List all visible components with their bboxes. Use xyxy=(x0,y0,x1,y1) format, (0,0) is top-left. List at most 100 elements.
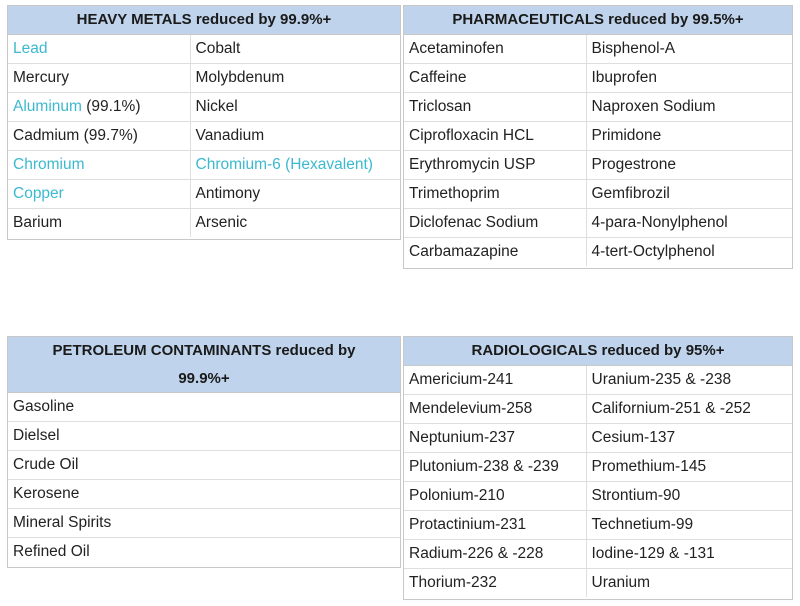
pharmaceutical-cell: Carbamazapine xyxy=(409,243,519,260)
table-row: Acetaminofen Bisphenol-A xyxy=(404,35,792,64)
metal-name: Cadmium (99.7%) xyxy=(13,127,138,144)
metal-reduction-note: (99.1%) xyxy=(81,98,141,115)
pharmaceutical-cell: Primidone xyxy=(585,121,792,151)
table-row: Radium-226 & -228 Iodine-129 & -131 xyxy=(404,539,792,569)
radiological-cell: Protactinium-231 xyxy=(404,510,586,540)
pharmaceutical-cell: Bisphenol-A xyxy=(585,35,792,64)
metal-name: Chromium xyxy=(13,156,85,173)
petroleum-table: Gasoline Dielsel Crude Oil Kerosene Mineral … xyxy=(8,393,400,566)
petroleum-title-line2: 99.9%+ xyxy=(178,370,230,387)
pharmaceuticals-panel: PHARMACEUTICALS reduced by 99.5%+ Acetam… xyxy=(403,5,793,269)
pharmaceutical-cell: Diclofenac Sodium xyxy=(404,208,586,238)
radiologicals-title: RADIOLOGICALS reduced by 95%+ xyxy=(404,337,792,366)
pharmaceutical-cell: Erythromycin USP xyxy=(404,150,586,180)
pharmaceutical-cell: Ibuprofen xyxy=(585,63,792,93)
table-row: Crude Oil xyxy=(8,450,400,480)
pharmaceutical-cell: Caffeine xyxy=(404,63,586,93)
table-row: Gasoline xyxy=(8,393,400,422)
metal-cell: Arsenic xyxy=(189,208,400,237)
table-row: Neptunium-237 Cesium-137 xyxy=(404,423,792,453)
petroleum-cell: Dielsel xyxy=(8,421,400,451)
radiological-cell: Polonium-210 xyxy=(404,481,586,511)
metal-cell: Copper xyxy=(8,179,190,209)
radiologicals-panel: RADIOLOGICALS reduced by 95%+ Americium-… xyxy=(403,336,793,600)
petroleum-cell: Refined Oil xyxy=(13,543,90,560)
metal-cell: Mercury xyxy=(8,63,190,93)
metal-name: Arsenic xyxy=(195,214,248,231)
table-row: Diclofenac Sodium 4-para-Nonylphenol xyxy=(404,208,792,238)
table-row: Aluminum (99.1%) Nickel xyxy=(8,92,400,122)
radiological-cell: Uranium-235 & -238 xyxy=(585,366,792,395)
table-row: Plutonium-238 & -239 Promethium-145 xyxy=(404,452,792,482)
table-row: Thorium-232 Uranium xyxy=(404,568,792,597)
metal-name: Copper xyxy=(13,185,64,202)
metal-cell: Cobalt xyxy=(189,35,400,64)
table-row: Lead Cobalt xyxy=(8,35,400,64)
radiological-cell: Plutonium-238 & -239 xyxy=(404,452,586,482)
radiological-cell: Iodine-129 & -131 xyxy=(585,539,792,569)
petroleum-cell: Crude Oil xyxy=(8,450,400,480)
radiological-cell: Cesium-137 xyxy=(585,423,792,453)
radiological-cell: Neptunium-237 xyxy=(404,423,586,453)
metal-name: Antimony xyxy=(195,185,261,202)
table-row: Copper Antimony xyxy=(8,179,400,209)
radiological-cell: Californium-251 & -252 xyxy=(585,394,792,424)
table-row: Chromium Chromium-6 (Hexavalent) xyxy=(8,150,400,180)
petroleum-title-line1: PETROLEUM CONTAMINANTS reduced by xyxy=(52,342,356,359)
radiological-cell: Uranium xyxy=(585,568,792,597)
metal-cell: Chromium xyxy=(8,150,190,180)
table-row: Carbamazapine 4-tert-Octylphenol xyxy=(404,237,792,266)
metal-cell: Aluminum (99.1%) xyxy=(8,92,190,122)
table-row: Caffeine Ibuprofen xyxy=(404,63,792,93)
metal-cell: Lead xyxy=(8,35,190,64)
petroleum-title: PETROLEUM CONTAMINANTS reduced by 99.9%+ xyxy=(8,337,400,393)
table-row: Trimethoprim Gemfibrozil xyxy=(404,179,792,209)
table-row: Protactinium-231 Technetium-99 xyxy=(404,510,792,540)
table-row: Ciprofloxacin HCL Primidone xyxy=(404,121,792,151)
metal-name: Vanadium xyxy=(195,127,265,144)
table-row: Erythromycin USP Progestrone xyxy=(404,150,792,180)
radiological-cell: Technetium-99 xyxy=(585,510,792,540)
metal-name: Cobalt xyxy=(195,40,241,57)
radiological-cell: Strontium-90 xyxy=(585,481,792,511)
petroleum-cell: Gasoline xyxy=(8,393,400,422)
metal-name: Aluminum xyxy=(13,98,82,115)
pharmaceutical-cell: Gemfibrozil xyxy=(585,179,792,209)
metal-cell: Molybdenum xyxy=(189,63,400,93)
radiological-cell: Mendelevium-258 xyxy=(404,394,586,424)
table-row: Kerosene xyxy=(8,479,400,509)
table-row: Mendelevium-258 Californium-251 & -252 xyxy=(404,394,792,424)
table-row: Barium Arsenic xyxy=(8,208,400,237)
metal-name: Barium xyxy=(13,214,63,231)
pharmaceutical-cell: Trimethoprim xyxy=(404,179,586,209)
metal-name: Nickel xyxy=(195,98,238,115)
pharmaceutical-cell: 4-para-Nonylphenol xyxy=(585,208,792,238)
heavy-metals-panel: HEAVY METALS reduced by 99.9%+ Lead Cobal… xyxy=(7,5,401,240)
radiological-cell: Americium-241 xyxy=(404,366,586,395)
radiologicals-table: Americium-241 Uranium-235 & -238 Mendelevi… xyxy=(404,366,792,597)
metal-cell: Nickel xyxy=(189,92,400,122)
metal-name: Lead xyxy=(13,40,48,57)
table-row: Cadmium (99.7%) Vanadium xyxy=(8,121,400,151)
metal-cell: Chromium-6 (Hexavalent) xyxy=(189,150,400,180)
table-row: Mercury Molybdenum xyxy=(8,63,400,93)
table-row: Dielsel xyxy=(8,421,400,451)
petroleum-panel: PETROLEUM CONTAMINANTS reduced by 99.9%+… xyxy=(7,336,401,568)
radiological-cell: Thorium-232 xyxy=(409,574,497,591)
petroleum-cell: Kerosene xyxy=(8,479,400,509)
metal-name: Mercury xyxy=(13,69,69,86)
heavy-metals-title: HEAVY METALS reduced by 99.9%+ xyxy=(8,6,400,35)
metal-name: Molybdenum xyxy=(195,69,285,86)
pharmaceutical-cell: 4-tert-Octylphenol xyxy=(585,237,792,266)
pharmaceutical-cell: Progestrone xyxy=(585,150,792,180)
radiological-cell: Radium-226 & -228 xyxy=(404,539,586,569)
pharmaceutical-cell: Ciprofloxacin HCL xyxy=(404,121,586,151)
table-row: Polonium-210 Strontium-90 xyxy=(404,481,792,511)
metal-cell: Antimony xyxy=(189,179,400,209)
table-row: Americium-241 Uranium-235 & -238 xyxy=(404,366,792,395)
radiological-cell: Promethium-145 xyxy=(585,452,792,482)
metal-cell: Vanadium xyxy=(189,121,400,151)
pharmaceuticals-table: Acetaminofen Bisphenol-A Caffeine Ibuprofen… xyxy=(404,35,792,266)
heavy-metals-table: Lead Cobalt Mercury Molybdenum Aluminum (99.… xyxy=(8,35,400,237)
pharmaceutical-cell: Acetaminofen xyxy=(404,35,586,64)
